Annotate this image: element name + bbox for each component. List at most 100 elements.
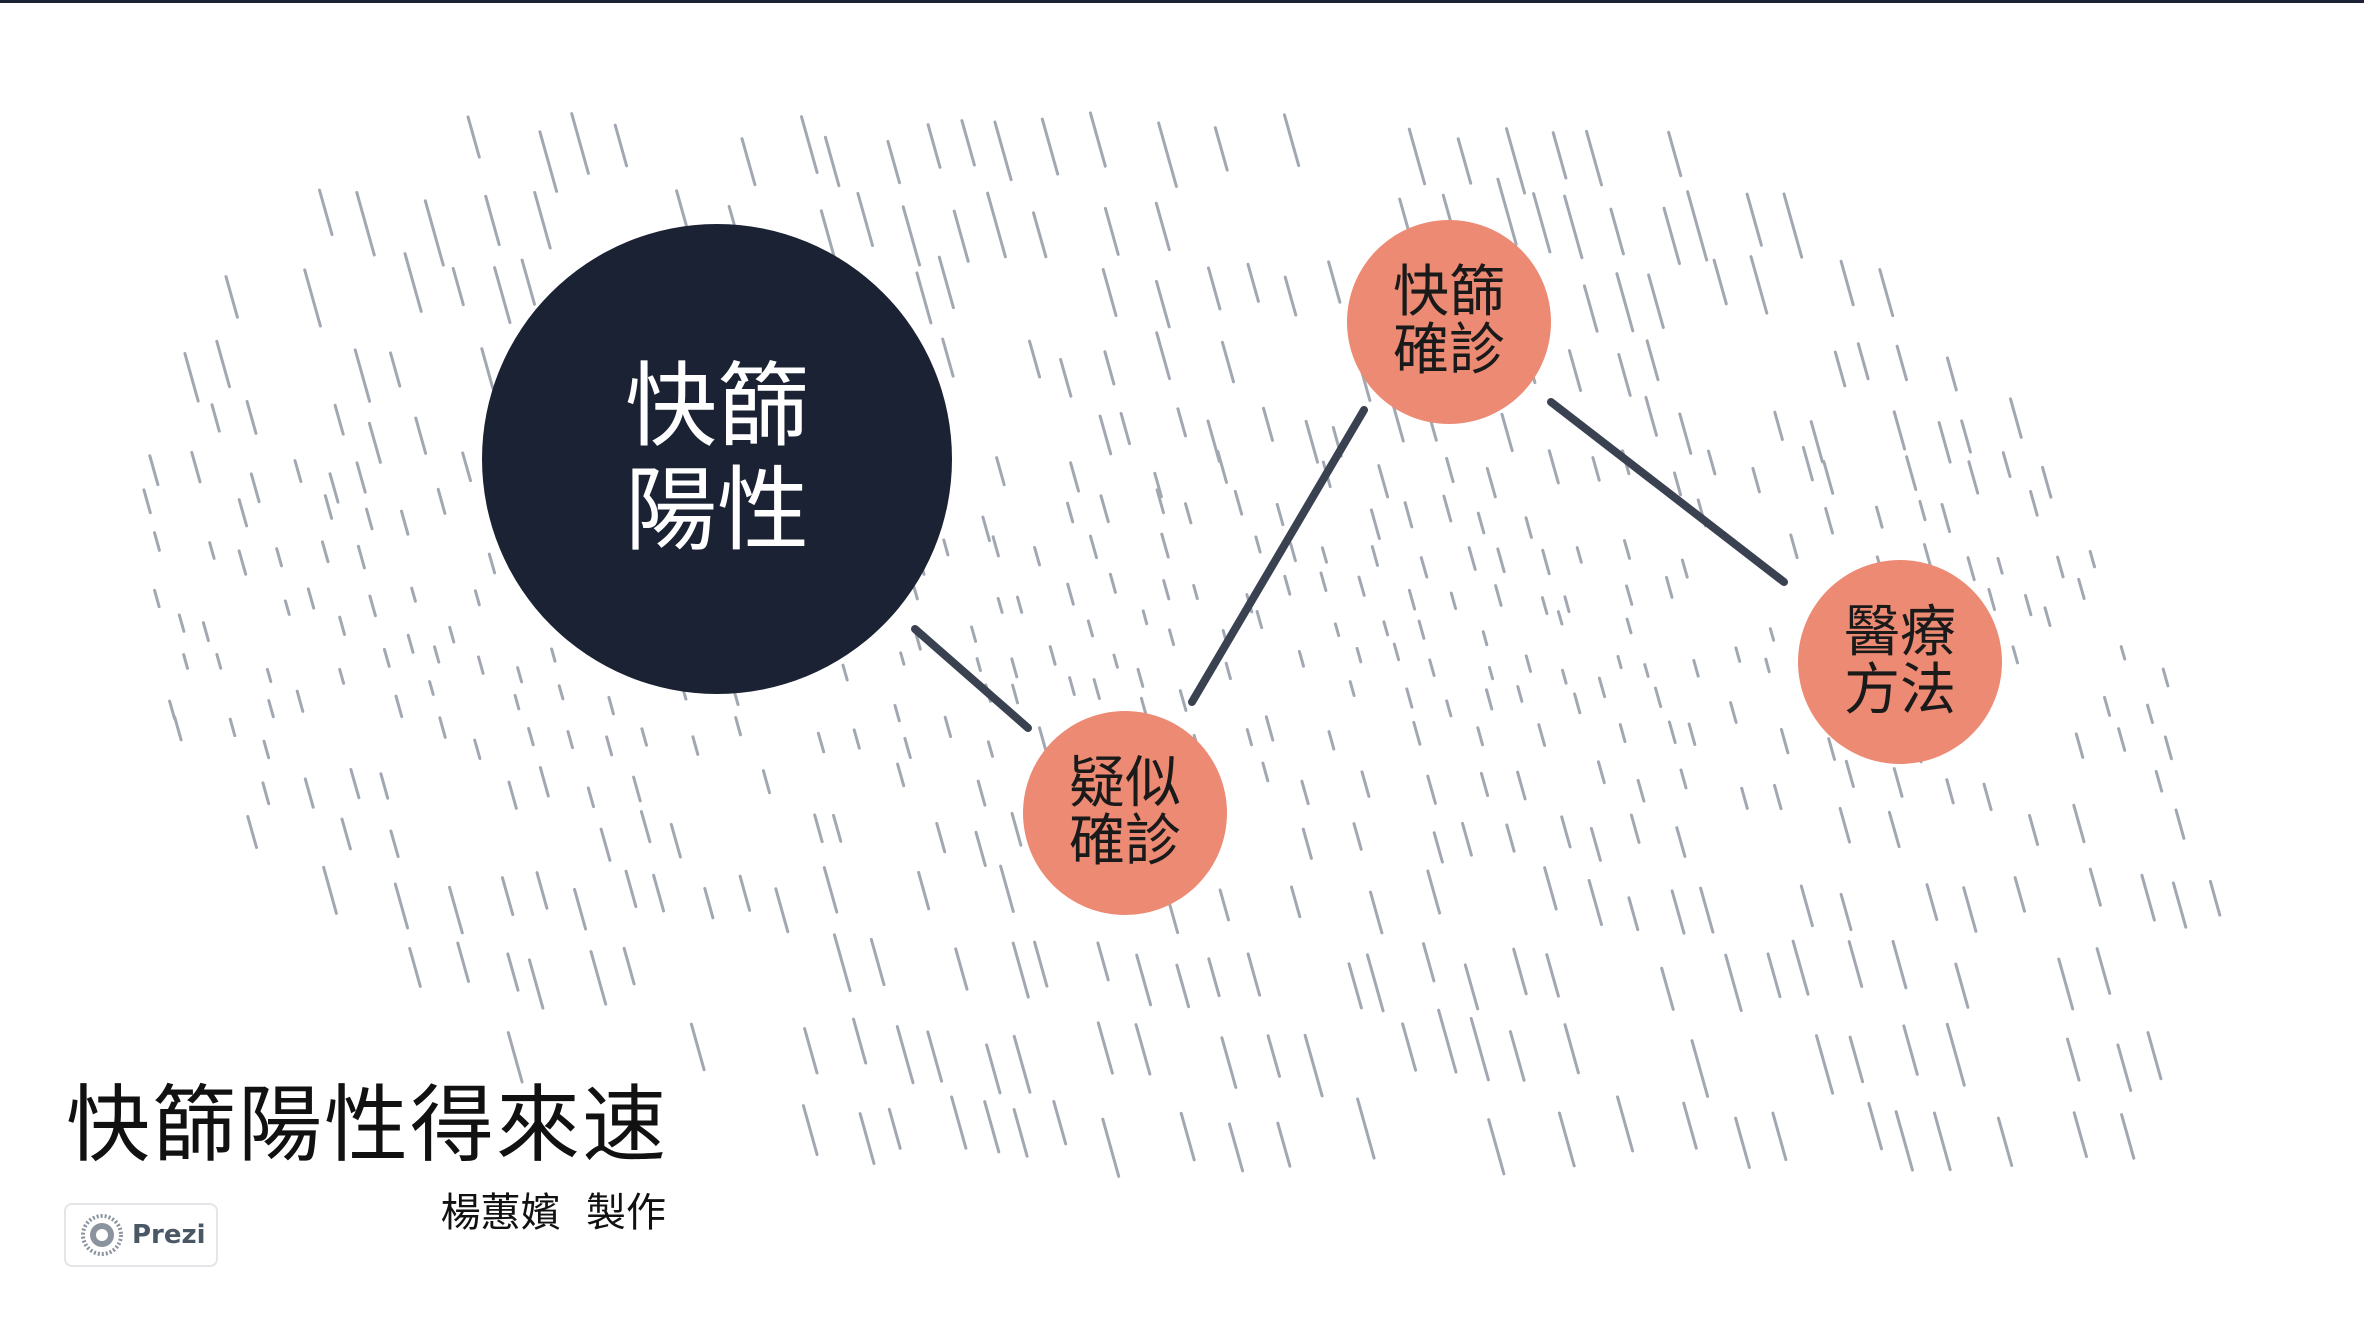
hatch-stroke — [1809, 420, 1824, 464]
hatch-stroke — [1892, 410, 1907, 451]
hatch-stroke — [1699, 886, 1715, 934]
hatch-stroke — [586, 786, 595, 809]
hatch-stroke — [1500, 412, 1514, 453]
hatch-stroke — [466, 115, 481, 159]
hatch-stroke — [914, 631, 922, 651]
hatch-stroke — [1261, 761, 1270, 783]
hatch-stroke — [1066, 501, 1075, 524]
hatch-stroke — [535, 871, 549, 910]
hatch-stroke — [1745, 192, 1763, 247]
hatch-stroke — [1494, 584, 1503, 607]
hatch-stroke — [1179, 1111, 1196, 1162]
hatch-stroke — [1096, 1021, 1114, 1075]
hatch-stroke — [1867, 1102, 1883, 1151]
hatch-stroke — [640, 727, 648, 747]
hatch-stroke — [267, 699, 275, 719]
prezi-badge[interactable]: Prezi — [64, 1203, 218, 1267]
hatch-stroke — [1960, 419, 1972, 454]
hatch-stroke — [689, 1022, 706, 1072]
hatch-stroke — [1966, 556, 1976, 582]
presentation-title: 快篩陽性得來速 — [66, 1076, 669, 1174]
hatch-stroke — [1289, 542, 1297, 563]
hatch-stroke — [1712, 258, 1728, 306]
hatch-stroke — [461, 451, 472, 483]
hatch-stroke — [1155, 280, 1171, 329]
hatch-stroke — [1282, 113, 1301, 168]
hatch-stroke — [428, 680, 435, 696]
node-suspected-case[interactable]: 疑似 確診 — [1023, 711, 1227, 915]
hatch-stroke — [228, 717, 237, 738]
hatch-stroke — [328, 472, 340, 504]
hatch-stroke — [480, 347, 495, 390]
hatch-stroke — [168, 699, 176, 720]
hatch-stroke — [1485, 467, 1497, 499]
hatch-stroke — [993, 120, 1013, 182]
hatch-stroke — [1662, 206, 1681, 266]
hatch-stroke — [1617, 353, 1632, 397]
hatch-stroke — [1059, 358, 1073, 398]
hatch-stroke — [1749, 255, 1769, 315]
hatch-stroke — [632, 775, 642, 803]
hatch-stroke — [1445, 456, 1455, 484]
hatch-stroke — [852, 728, 861, 750]
node-rapid-test-confirmed[interactable]: 快篩 確診 — [1347, 220, 1551, 424]
hatch-stroke — [477, 655, 485, 675]
hatch-stroke — [1587, 879, 1603, 927]
hatch-stroke — [1487, 665, 1495, 681]
hatch-stroke — [237, 498, 249, 528]
hatch-stroke — [2174, 808, 2186, 840]
hatch-stroke — [293, 459, 303, 483]
hatch-stroke — [215, 339, 231, 389]
hatch-stroke — [832, 933, 852, 993]
node-rapid-test-positive[interactable]: 快篩 陽性 — [482, 224, 952, 694]
hatch-stroke — [1543, 866, 1558, 911]
hatch-stroke — [1496, 177, 1518, 246]
hatch-stroke — [1216, 450, 1228, 484]
prezi-logo-icon — [81, 1214, 123, 1256]
hatch-stroke — [2161, 667, 2170, 688]
hatch-stroke — [1032, 211, 1048, 259]
hatch-stroke — [403, 252, 423, 313]
hatch-stroke — [516, 666, 524, 684]
hatch-stroke — [2041, 465, 2053, 499]
hatch-stroke — [1537, 723, 1547, 747]
hatch-stroke — [1782, 192, 1804, 259]
hatch-stroke — [153, 588, 161, 609]
node-medical-treatment[interactable]: 醫療 方法 — [1798, 560, 2002, 764]
hatch-stroke — [570, 112, 590, 175]
hatch-stroke — [1687, 722, 1697, 746]
hatch-stroke — [2011, 645, 2019, 665]
hatch-stroke — [1591, 456, 1601, 482]
hatch-stroke — [1011, 941, 1030, 999]
hatch-stroke — [1848, 1035, 1865, 1084]
hatch-stroke — [1799, 884, 1814, 928]
hatch-stroke — [322, 865, 338, 915]
hatch-stroke — [1168, 628, 1176, 647]
connector-main-to-suspected — [911, 625, 1032, 732]
hatch-stroke — [513, 694, 521, 711]
hatch-stroke — [589, 950, 608, 1006]
hatch-stroke — [1010, 811, 1023, 847]
hatch-stroke — [1255, 610, 1264, 630]
hatch-stroke — [1417, 619, 1426, 640]
hatch-stroke — [1155, 331, 1171, 380]
hatch-stroke — [1940, 503, 1952, 534]
hatch-stroke — [1266, 1034, 1281, 1078]
hatch-stroke — [1290, 885, 1302, 919]
hatch-stroke — [340, 817, 352, 851]
hatch-stroke — [1734, 646, 1742, 663]
hatch-stroke — [1369, 508, 1381, 540]
hatch-stroke — [858, 1112, 876, 1165]
node-suspected-case-label: 疑似 確診 — [1069, 751, 1181, 874]
hatch-stroke — [1654, 686, 1663, 708]
hatch-stroke — [1636, 778, 1646, 803]
hatch-stroke — [2171, 881, 2188, 929]
hatch-stroke — [1119, 412, 1131, 446]
hatch-stroke — [355, 191, 376, 257]
hatch-stroke — [1740, 786, 1749, 810]
hatch-stroke — [1847, 940, 1864, 988]
hatch-stroke — [1623, 539, 1631, 560]
hatch-stroke — [1643, 663, 1650, 678]
hatch-stroke — [365, 507, 374, 531]
hatch-stroke — [1540, 596, 1549, 615]
